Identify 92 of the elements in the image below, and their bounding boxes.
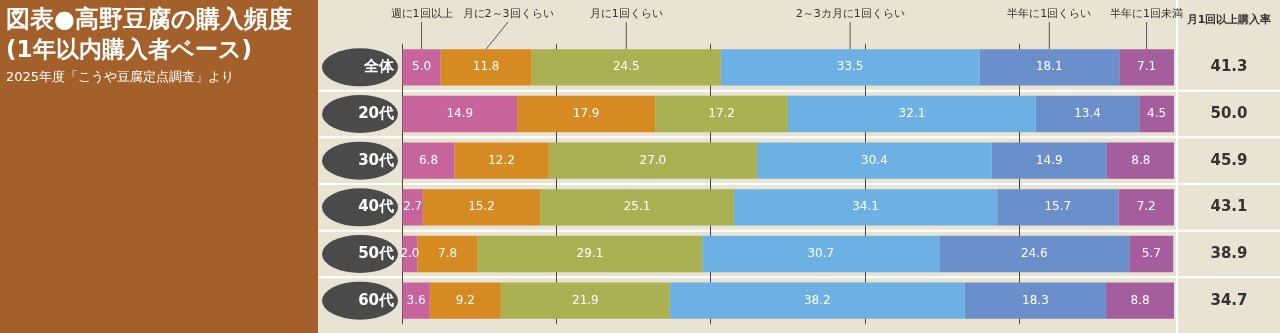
bar — [1139, 95, 1174, 133]
bar — [733, 189, 998, 226]
bar — [669, 282, 965, 319]
data-label: 18.3 — [1022, 292, 1049, 307]
data-label: 27.0 — [639, 152, 667, 167]
text: 45.9 — [1210, 150, 1248, 169]
data-label: 17.9 — [572, 106, 600, 121]
bar — [757, 142, 992, 179]
text: 図表●高野豆腐の購入頻度 — [6, 4, 293, 34]
text: 2025年度「こうや豆腐定点調査」より — [6, 68, 236, 86]
data-label: 13.4 — [1074, 106, 1101, 121]
bar — [1035, 95, 1140, 133]
bar — [517, 95, 656, 133]
bar — [402, 189, 423, 226]
bar — [720, 49, 980, 86]
text: 半年に1回未満 — [1110, 6, 1184, 20]
data-label: 14.9 — [446, 106, 474, 121]
bar — [1119, 49, 1174, 86]
y-tick-label: 30代 — [358, 150, 394, 169]
bar — [997, 189, 1119, 226]
data-label: 15.2 — [468, 199, 495, 214]
bar — [540, 189, 734, 226]
bar — [422, 189, 541, 226]
bar — [402, 95, 518, 133]
data-label: 7.8 — [438, 246, 458, 261]
data-label: 30.4 — [861, 152, 888, 167]
bar — [979, 49, 1120, 86]
text: 41.3 — [1210, 57, 1248, 76]
text: 半年に1回くらい — [1007, 6, 1092, 20]
data-label: 24.6 — [1020, 246, 1048, 261]
bar — [477, 235, 703, 273]
data-label: 7.2 — [1136, 199, 1156, 214]
text: 週に1回以上 — [390, 6, 453, 20]
bar — [964, 282, 1107, 319]
bar — [702, 235, 940, 273]
data-label: 34.1 — [852, 199, 879, 214]
bar — [531, 49, 721, 86]
y-tick-label: 20代 — [358, 103, 394, 122]
bar — [788, 95, 1036, 133]
text: (1年以内購入者ベース) — [6, 35, 254, 64]
data-label: 17.2 — [708, 106, 735, 121]
data-label: 12.2 — [488, 152, 515, 167]
data-label: 32.1 — [898, 106, 926, 121]
data-label: 21.9 — [571, 292, 599, 307]
data-label: 8.8 — [1131, 152, 1151, 167]
data-label: 7.1 — [1137, 59, 1157, 74]
bar — [429, 282, 501, 319]
data-label: 30.7 — [807, 246, 835, 261]
text: 月に2～3回くらい — [462, 6, 554, 20]
data-label: 9.2 — [455, 292, 475, 307]
bar — [402, 49, 441, 86]
bar — [1118, 189, 1174, 226]
text: 2～3カ月に1回くらい — [795, 6, 905, 20]
text: 50.0 — [1210, 103, 1248, 122]
data-label: 14.9 — [1035, 152, 1063, 167]
data-label: 8.8 — [1130, 292, 1150, 307]
bar — [454, 142, 549, 179]
bar — [991, 142, 1107, 179]
data-label: 2.7 — [403, 199, 423, 214]
bar — [440, 49, 532, 86]
bar — [402, 282, 430, 319]
data-label: 5.0 — [412, 59, 432, 74]
bar — [548, 142, 758, 179]
data-label: 25.1 — [623, 199, 651, 214]
text: 月に1回くらい — [589, 6, 663, 20]
bar — [500, 282, 670, 319]
text: 38.9 — [1210, 243, 1248, 262]
data-label: 11.8 — [472, 59, 500, 74]
data-label: 4.5 — [1147, 106, 1167, 121]
bar — [402, 142, 455, 179]
data-label: 15.7 — [1044, 199, 1072, 214]
bar — [1106, 142, 1174, 179]
text: 43.1 — [1210, 197, 1248, 216]
bar — [417, 235, 478, 273]
data-label: 3.6 — [406, 292, 426, 307]
y-tick-label: 60代 — [358, 290, 394, 309]
data-label: 6.8 — [418, 152, 439, 167]
data-label: 29.1 — [576, 246, 604, 261]
data-label: 33.5 — [836, 59, 864, 74]
data-label: 5.7 — [1141, 246, 1161, 261]
data-label: 24.5 — [612, 59, 640, 74]
text: 34.7 — [1210, 290, 1248, 309]
y-tick-label: 全体 — [363, 57, 395, 76]
text: 月1回以上購入率 — [1185, 12, 1272, 26]
bar — [1129, 235, 1174, 273]
y-tick-label: 40代 — [358, 197, 394, 216]
bar — [655, 95, 788, 133]
bar — [1106, 282, 1174, 319]
y-tick-label: 50代 — [358, 243, 394, 262]
bar — [939, 235, 1130, 273]
data-label: 18.1 — [1035, 59, 1063, 74]
data-label: 38.2 — [803, 292, 831, 307]
